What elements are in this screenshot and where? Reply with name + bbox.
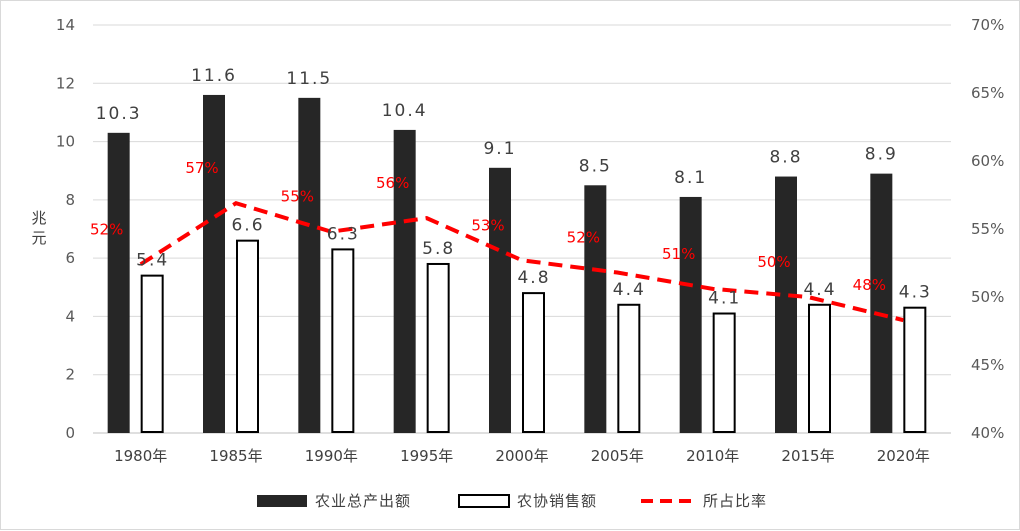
- data-label-coop-sales: 5.8: [422, 239, 455, 259]
- bar-total-output: [203, 95, 225, 433]
- y-tick-label: 6: [65, 249, 75, 267]
- legend-swatch-total-output: [257, 495, 307, 507]
- data-label-total-output: 11.6: [191, 66, 237, 86]
- x-tick-label: 1995年: [400, 447, 453, 465]
- legend-swatch-coop-sales: [459, 495, 509, 507]
- data-label-coop-sales: 4.4: [803, 280, 836, 300]
- x-tick-label: 2000年: [495, 447, 548, 465]
- x-tick-label: 2015年: [781, 447, 834, 465]
- data-label-total-output: 8.1: [674, 168, 707, 188]
- data-label-coop-sales: 5.4: [136, 251, 169, 271]
- data-label-coop-sales: 4.8: [517, 268, 550, 288]
- y-tick-label: 8: [65, 191, 75, 209]
- data-label-ratio: 51%: [662, 245, 695, 263]
- data-label-total-output: 10.4: [382, 101, 428, 121]
- data-label-ratio: 57%: [185, 159, 218, 177]
- x-tick-label: 2005年: [591, 447, 644, 465]
- x-tick-label: 2020年: [877, 447, 930, 465]
- bar-total-output: [680, 197, 702, 433]
- data-label-ratio: 52%: [567, 229, 600, 247]
- data-label-total-output: 8.5: [579, 156, 612, 176]
- y-tick-label: 0: [65, 424, 75, 442]
- y2-tick-label: 40%: [971, 424, 1004, 442]
- bar-total-output: [870, 174, 892, 433]
- y-tick-label: 2: [65, 366, 75, 384]
- data-label-total-output: 10.3: [96, 104, 142, 124]
- bar-coop-sales: [904, 308, 925, 432]
- bar-coop-sales: [428, 264, 449, 432]
- y2-tick-label: 55%: [971, 220, 1004, 238]
- data-label-coop-sales: 6.6: [231, 216, 264, 236]
- bar-total-output: [584, 185, 606, 433]
- bar-total-output: [775, 177, 797, 433]
- data-label-ratio: 52%: [90, 220, 123, 238]
- y-tick-label: 4: [65, 307, 75, 325]
- y2-tick-label: 45%: [971, 356, 1004, 374]
- bar-coop-sales: [142, 276, 163, 432]
- y2-tick-label: 60%: [971, 152, 1004, 170]
- y2-tick-label: 65%: [971, 84, 1004, 102]
- data-label-coop-sales: 4.1: [708, 289, 741, 309]
- data-label-coop-sales: 6.3: [327, 224, 360, 244]
- data-label-coop-sales: 4.3: [899, 283, 932, 303]
- x-tick-label: 2010年: [686, 447, 739, 465]
- data-label-total-output: 8.8: [769, 148, 802, 168]
- data-label-ratio: 55%: [281, 188, 314, 206]
- data-label-total-output: 9.1: [483, 139, 516, 159]
- data-label-coop-sales: 4.4: [613, 280, 646, 300]
- y-tick-label: 12: [56, 74, 75, 92]
- x-tick-label: 1980年: [114, 447, 167, 465]
- bar-total-output: [298, 98, 320, 433]
- data-label-ratio: 53%: [471, 216, 504, 234]
- legend-label-coop-sales: 农协销售额: [517, 492, 597, 510]
- y-axis-title: 兆元: [31, 209, 46, 247]
- data-label-ratio: 56%: [376, 174, 409, 192]
- x-tick-label: 1990年: [305, 447, 358, 465]
- bar-coop-sales: [714, 314, 735, 432]
- y-tick-label: 10: [56, 133, 75, 151]
- bar-coop-sales: [809, 305, 830, 432]
- data-label-ratio: 50%: [757, 253, 790, 271]
- bar-total-output: [108, 133, 130, 433]
- y2-tick-label: 70%: [971, 16, 1004, 34]
- bar-total-output: [489, 168, 511, 433]
- bar-coop-sales: [618, 305, 639, 432]
- data-label-ratio: 48%: [853, 276, 886, 294]
- bar-coop-sales: [237, 241, 258, 432]
- legend-label-ratio: 所占比率: [703, 492, 767, 510]
- data-label-total-output: 11.5: [286, 69, 332, 89]
- y-tick-label: 14: [56, 16, 75, 34]
- y2-tick-label: 50%: [971, 288, 1004, 306]
- legend-label-total-output: 农业总产出额: [315, 492, 411, 510]
- bar-coop-sales: [523, 293, 544, 432]
- legend: 农业总产出额 农协销售额 所占比率: [257, 492, 767, 510]
- bar-coop-sales: [332, 249, 353, 432]
- x-tick-label: 1985年: [209, 447, 262, 465]
- data-label-total-output: 8.9: [865, 145, 898, 165]
